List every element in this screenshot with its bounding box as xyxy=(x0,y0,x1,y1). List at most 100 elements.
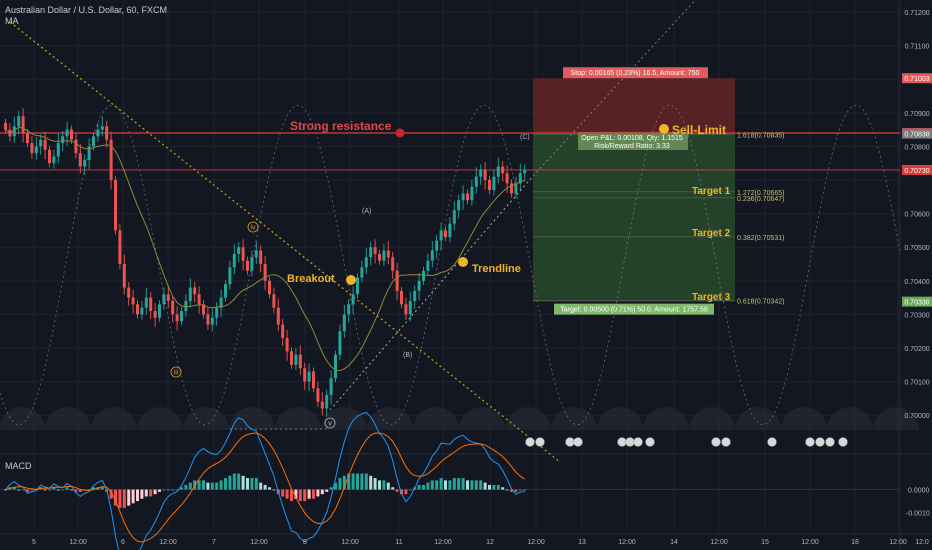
economic-event-icon[interactable] xyxy=(838,437,848,447)
macd-histogram-bar xyxy=(422,484,425,490)
time-axis-label: 15 xyxy=(761,539,769,546)
target-1-label: Target 1 xyxy=(692,186,731,197)
candle-body xyxy=(250,257,254,271)
descending-trendline xyxy=(9,21,561,463)
macd-histogram-bar xyxy=(78,489,82,492)
price-axis[interactable]: 0.712000.711000.710030.709000.708400.708… xyxy=(902,10,932,420)
candle-body xyxy=(488,180,491,191)
cycle-arc xyxy=(91,407,137,430)
price-axis-tag xyxy=(902,73,932,84)
cycle-arc xyxy=(321,407,367,430)
price-axis-label: 0.70200 xyxy=(904,346,929,353)
time-axis-label: 12:00 xyxy=(618,539,636,546)
candle-body xyxy=(246,260,249,271)
macd-histogram-bar xyxy=(452,478,456,490)
time-axis-label: 12:00 xyxy=(341,539,359,546)
macd-histogram-bar xyxy=(290,489,293,502)
time-axis-label: 12:00 xyxy=(250,539,268,546)
economic-event-icon[interactable] xyxy=(815,437,825,447)
sine-projection xyxy=(0,104,901,426)
time-axis-label: 12:0 xyxy=(915,539,929,546)
economic-event-icon[interactable] xyxy=(711,437,721,447)
candle-body xyxy=(56,143,60,157)
economic-event-icon[interactable] xyxy=(767,437,777,447)
macd-histogram-bar xyxy=(162,489,166,491)
candle-body xyxy=(70,129,73,140)
candle-body xyxy=(43,139,47,150)
economic-event-icon[interactable] xyxy=(625,437,635,447)
macd-axis-label: 0.0000 xyxy=(908,488,930,495)
macd-histogram-bar xyxy=(30,489,34,491)
moving-average-line xyxy=(5,126,525,372)
macd-histogram-bar xyxy=(404,489,408,495)
candle-body xyxy=(444,230,447,238)
candle-body xyxy=(356,277,359,295)
strong-resistance-label: Strong resistance xyxy=(290,119,392,133)
ma-indicator-label[interactable]: MA xyxy=(5,16,19,26)
macd-histogram-bar xyxy=(206,482,210,490)
fib-level-label: 1.618(0.70835) xyxy=(737,133,784,140)
macd-pane: 0.0000 -0.0010 xyxy=(0,411,930,550)
candle-body xyxy=(96,129,100,137)
cycle-arc xyxy=(229,407,275,430)
candle-body xyxy=(294,354,298,365)
cycle-arc xyxy=(183,407,229,430)
wave-label-iv: iv xyxy=(250,225,256,232)
economic-event-icon[interactable] xyxy=(617,437,627,447)
macd-histogram-bar xyxy=(457,478,461,490)
time-axis[interactable]: 5 12:00 6 12:00 7 12:00 8 12:00 11 12:00 12 12:00 13… xyxy=(32,539,929,546)
macd-histogram-bar xyxy=(470,480,474,490)
macd-histogram-bar xyxy=(188,482,192,490)
candle-body xyxy=(452,210,456,224)
candle-body xyxy=(21,116,25,133)
macd-histogram-bar xyxy=(303,489,307,502)
macd-histogram-bar xyxy=(43,489,47,491)
macd-signal-line xyxy=(5,432,525,543)
candle-body xyxy=(210,317,214,325)
candle-body xyxy=(241,247,245,261)
candle-body xyxy=(329,378,333,396)
macd-histogram-bar xyxy=(329,487,333,490)
candle-body xyxy=(523,169,527,174)
target-amount-label: Target: 0.00500 (0.71%) 50.0, Amount: 17… xyxy=(560,307,708,314)
macd-histogram-bar xyxy=(136,489,139,502)
candle-body xyxy=(492,176,496,191)
candle-body xyxy=(52,156,56,164)
economic-event-icon[interactable] xyxy=(805,437,815,447)
economic-event-icon[interactable] xyxy=(525,437,535,447)
macd-histogram-bar xyxy=(272,489,276,491)
cycle-arc xyxy=(459,407,505,430)
candle-body xyxy=(65,129,69,137)
economic-event-icon[interactable] xyxy=(825,437,835,447)
time-axis-label: 12:00 xyxy=(434,539,452,546)
economic-event-icon[interactable] xyxy=(573,437,583,447)
wave-label-v-ring xyxy=(324,417,336,429)
candle-body xyxy=(206,314,210,325)
economic-event-icon[interactable] xyxy=(565,437,575,447)
macd-histogram-bar xyxy=(202,480,205,490)
economic-event-icon[interactable] xyxy=(645,437,655,447)
time-axis-label: 12:00 xyxy=(889,539,907,546)
candle-body xyxy=(12,126,16,137)
candle-body xyxy=(276,307,280,325)
candle-body xyxy=(237,247,241,254)
cycle-arc xyxy=(367,407,413,430)
candle-body xyxy=(122,264,126,288)
candle-body xyxy=(184,300,188,312)
cycle-arc xyxy=(781,407,827,430)
candle-body xyxy=(378,253,381,261)
macd-histogram-bar xyxy=(347,473,351,490)
macd-indicator-label[interactable]: MACD xyxy=(5,461,32,471)
cycle-arc xyxy=(689,407,735,430)
economic-event-icon[interactable] xyxy=(633,437,643,447)
candle-body xyxy=(17,116,21,127)
economic-event-icon[interactable] xyxy=(721,437,731,447)
candle-body xyxy=(320,401,324,409)
candles-series xyxy=(4,108,527,417)
economic-event-icon[interactable] xyxy=(535,437,545,447)
macd-histogram-bar xyxy=(342,475,346,490)
candle-body xyxy=(466,193,469,201)
candle-body xyxy=(272,294,276,308)
cycle-arc xyxy=(0,407,45,430)
